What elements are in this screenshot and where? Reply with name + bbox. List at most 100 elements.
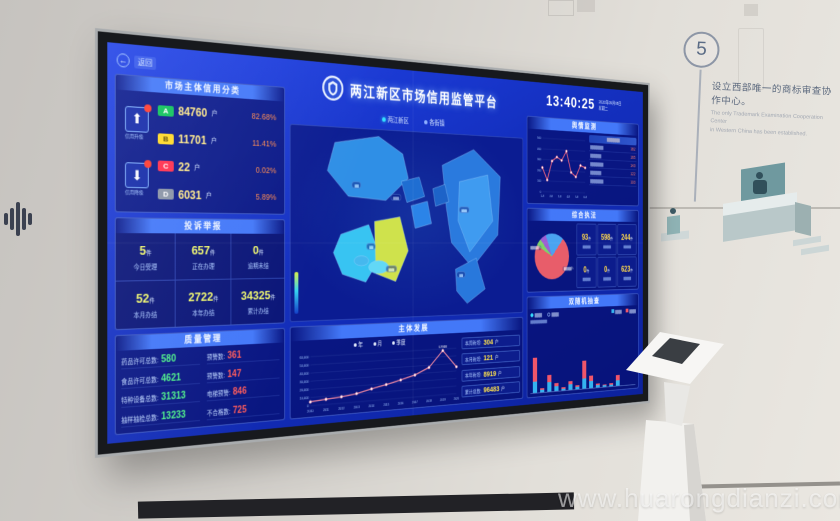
svg-text:30,000: 30,000 bbox=[300, 380, 309, 384]
grade-count: 11701 bbox=[178, 132, 207, 148]
stat-cell: 34325件 累计办结 bbox=[231, 278, 285, 325]
pie bbox=[534, 233, 570, 280]
svg-text:2018: 2018 bbox=[426, 399, 432, 403]
svg-text:2012: 2012 bbox=[338, 406, 344, 410]
tab-dot-icon bbox=[381, 117, 386, 122]
svg-text:5-8: 5-8 bbox=[575, 196, 578, 199]
map-region-label: ▆▆▆ bbox=[390, 194, 402, 202]
district-map[interactable]: ▆▆▆ ▆▆ ▆▆▆ ▆▆ ▆▆▆ ▆▆ bbox=[289, 123, 524, 323]
clock-time: 13:40:25 bbox=[546, 92, 595, 113]
legend-item[interactable]: 季度 bbox=[392, 337, 405, 346]
enf-stat: 244件 ▆▆▆▆ bbox=[617, 224, 637, 255]
wall-building-graphic bbox=[577, 0, 595, 12]
tab-dot-icon bbox=[423, 120, 428, 125]
list-item[interactable]: ▆▆▆▆▆▆ 103 bbox=[589, 178, 637, 187]
map-color-scale bbox=[294, 271, 299, 314]
svg-text:4-8: 4-8 bbox=[567, 195, 570, 198]
grade-badge: D bbox=[157, 188, 174, 200]
grade-row-d: D 6031 户 5.89% bbox=[157, 187, 280, 203]
credit-upgrade-button[interactable]: ⬆ bbox=[125, 103, 152, 133]
svg-text:2015: 2015 bbox=[383, 403, 389, 407]
dev-stat: 本月新增: 121 户 bbox=[461, 350, 521, 366]
pie-label: ▆▆ ▆▆% bbox=[529, 245, 542, 251]
svg-text:2017: 2017 bbox=[412, 400, 418, 404]
svg-text:50,000: 50,000 bbox=[300, 364, 309, 368]
quality-row: 电梯预警: 846 bbox=[206, 384, 280, 402]
tab-streets[interactable]: 各街镇 bbox=[423, 117, 445, 129]
toggle-option-1[interactable]: ▆▆▆ bbox=[530, 312, 541, 318]
map-region bbox=[354, 256, 369, 266]
map-region-label: ▆▆ bbox=[351, 181, 362, 190]
list-item[interactable]: ▆▆▆▆▆ 122 bbox=[589, 169, 637, 179]
sentiment-ranking-list: ▆▆▆▆▆▆ ▆▆▆▆▆▆ 182 ▆▆▆▆▆ 165 ▆▆▆▆▆▆ 143 ▆▆▆▆… bbox=[589, 134, 637, 204]
grade-percent: 0.02% bbox=[255, 165, 277, 176]
legend-item[interactable]: 年 bbox=[353, 339, 363, 348]
bar-legend: ▆▆▆ ▆▆▆ bbox=[611, 308, 635, 314]
clock: 13:40:25 2020年09月08日 星期二 bbox=[527, 88, 639, 120]
radio-icon bbox=[530, 313, 534, 318]
enf-stat: 623件 ▆▆▆▆ bbox=[617, 256, 637, 288]
svg-text:60,000: 60,000 bbox=[300, 355, 309, 359]
quality-row: 预警数: 361 bbox=[206, 348, 280, 365]
credit-downgrade-button[interactable]: ⬇ bbox=[125, 160, 152, 189]
quality-row: 食品许可总数: 4621 bbox=[121, 371, 200, 389]
upgrade-label: 信用升级 bbox=[125, 133, 144, 141]
legend-item[interactable]: 月 bbox=[373, 338, 382, 347]
svg-text:2020: 2020 bbox=[454, 397, 459, 401]
radio-icon bbox=[547, 312, 551, 317]
pie-label: ▆▆ ▆▆% bbox=[562, 266, 575, 272]
svg-text:1-8: 1-8 bbox=[541, 195, 544, 198]
grade-count: 22 bbox=[178, 160, 190, 175]
kiosk-stand bbox=[612, 322, 740, 521]
svg-text:57938: 57938 bbox=[439, 344, 448, 349]
wall-building-graphic bbox=[738, 28, 764, 90]
wall-screen: ← 返回 市场主体信用分类 ⬆ 信用升级 ⬇ bbox=[95, 28, 650, 458]
list-item[interactable]: ▆▆▆▆▆▆ 143 bbox=[589, 161, 637, 171]
milestone-text-zh: 设立西部唯一的商标审查协作中心。 bbox=[711, 81, 833, 108]
development-line-chart: 60,00050,00040,00030,00020,00010,0000201… bbox=[300, 344, 459, 413]
downgrade-label: 信用降级 bbox=[125, 189, 144, 197]
stacked-bar bbox=[582, 360, 587, 389]
platform-title: 两江新区市场信用监管平台 bbox=[350, 84, 498, 111]
quality-row: 药品许可总数: 580 bbox=[121, 352, 200, 370]
map-region bbox=[411, 201, 431, 228]
tab-liangjiang[interactable]: 两江新区 bbox=[381, 114, 409, 127]
svg-text:2019: 2019 bbox=[440, 398, 446, 402]
grade-row-b: B 11701 户 11.41% bbox=[157, 131, 280, 150]
grade-count: 6031 bbox=[178, 187, 202, 202]
stat-cell: 2722件 本年办结 bbox=[175, 279, 231, 327]
svg-text:300: 300 bbox=[537, 157, 541, 161]
dev-stat: 本年新增: 8919 户 bbox=[461, 365, 521, 382]
quality-row: 预警数: 147 bbox=[206, 366, 280, 384]
grade-unit: 户 bbox=[194, 164, 201, 172]
grade-unit: 户 bbox=[211, 110, 218, 118]
svg-text:2010: 2010 bbox=[307, 409, 313, 413]
stat-cell: 657件 正在办理 bbox=[175, 233, 231, 280]
map-region bbox=[401, 177, 424, 203]
map-region-label: ▆▆▆ bbox=[458, 206, 470, 214]
wall-isometric-illustration bbox=[645, 158, 840, 270]
milestone-number: 5 bbox=[682, 30, 721, 69]
stacked-bar bbox=[532, 357, 538, 394]
svg-text:6-8: 6-8 bbox=[584, 196, 587, 199]
stacked-bar bbox=[589, 375, 594, 389]
stat-cell: 0件 逾期未结 bbox=[231, 233, 285, 279]
grade-row-a: A 84760 户 82.68% bbox=[157, 104, 280, 125]
svg-text:2016: 2016 bbox=[398, 401, 404, 405]
toggle-option-2[interactable]: ▆▆▆ bbox=[547, 312, 558, 317]
enforcement-pie-chart: ▆▆ ▆▆% ▆▆ ▆▆% bbox=[529, 223, 575, 289]
enf-stat: 93件 ▆▆▆▆ bbox=[576, 223, 597, 256]
grade-unit: 户 bbox=[210, 138, 217, 145]
stacked-bar bbox=[575, 384, 580, 390]
quality-row: 抽样抽检总数: 13233 bbox=[121, 408, 200, 428]
dashboard: ← 返回 市场主体信用分类 ⬆ 信用升级 ⬇ bbox=[107, 42, 643, 444]
map-region bbox=[455, 258, 485, 304]
svg-text:2013: 2013 bbox=[354, 405, 360, 409]
map-region-label: ▆▆ bbox=[456, 271, 466, 279]
stat-cell: 52件 本月办结 bbox=[115, 280, 175, 330]
dev-stat: 累计总数: 96483 户 bbox=[461, 381, 521, 398]
map-region-label: ▆▆▆ bbox=[385, 264, 397, 273]
grade-percent: 11.41% bbox=[252, 138, 277, 149]
stacked-bar bbox=[547, 374, 552, 392]
